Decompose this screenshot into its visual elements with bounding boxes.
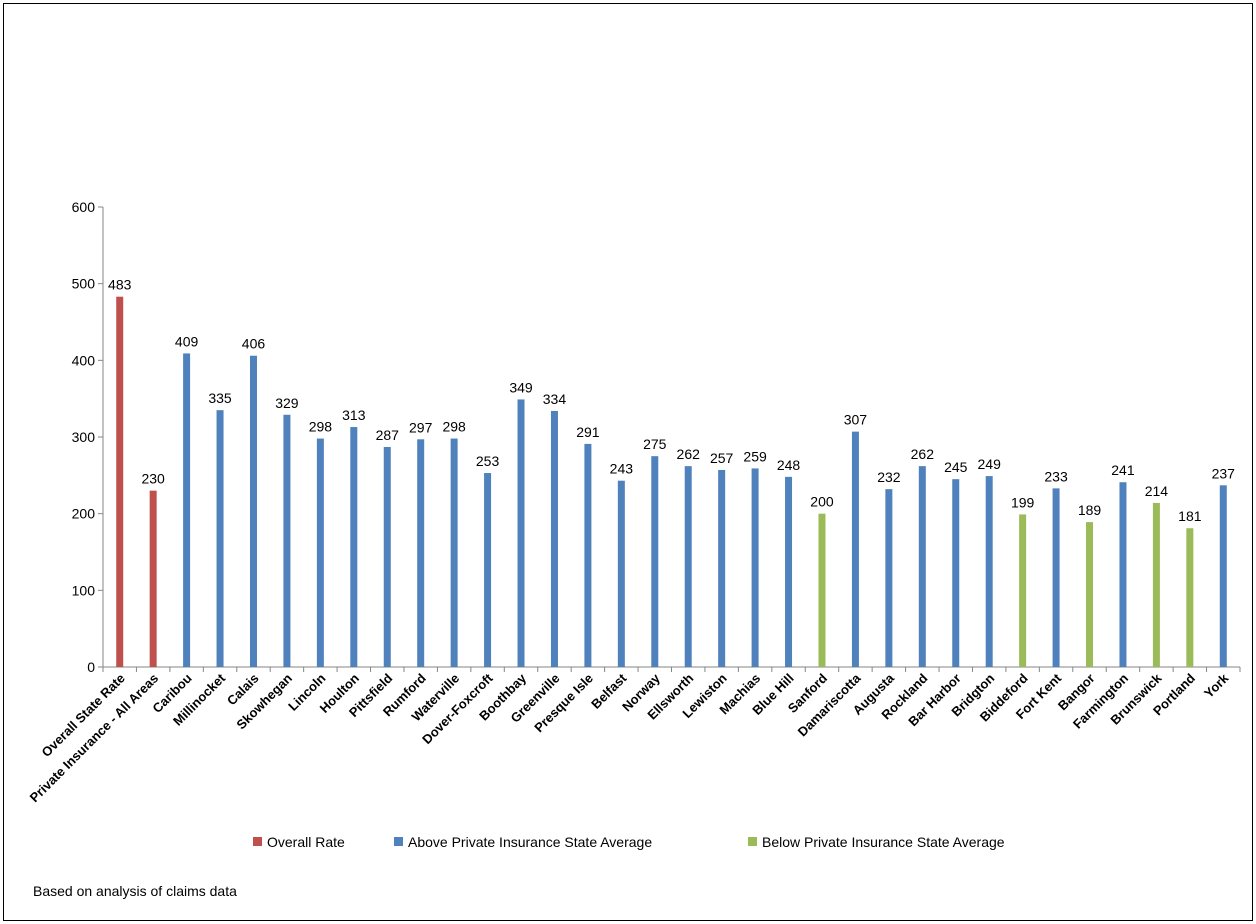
legend-swatch (253, 837, 262, 846)
bar (818, 513, 826, 667)
value-label: 335 (208, 390, 232, 406)
value-label: 329 (275, 395, 299, 411)
value-label: 241 (1111, 462, 1135, 478)
bar (1019, 514, 1027, 667)
value-label: 297 (409, 419, 433, 435)
bar (1219, 485, 1227, 667)
value-label: 237 (1212, 465, 1236, 481)
value-label: 181 (1178, 508, 1202, 524)
value-label: 406 (242, 336, 266, 352)
legend-label: Above Private Insurance State Average (408, 834, 652, 850)
bar (1086, 522, 1094, 667)
bar (249, 355, 257, 667)
legend-label: Overall Rate (267, 834, 345, 850)
bar (651, 456, 659, 667)
value-label: 230 (141, 471, 165, 487)
value-label: 214 (1145, 483, 1169, 499)
footnote: Based on analysis of claims data (33, 883, 237, 899)
bar (450, 438, 458, 667)
y-tick-label: 600 (72, 199, 96, 215)
legend-swatch (394, 837, 403, 846)
bar (149, 490, 157, 667)
bar (952, 479, 960, 667)
bar (1186, 528, 1194, 667)
value-label: 334 (543, 391, 567, 407)
bar (183, 353, 191, 667)
value-label: 259 (743, 448, 767, 464)
legend-label: Below Private Insurance State Average (762, 834, 1005, 850)
value-label: 257 (710, 450, 734, 466)
value-label: 249 (978, 456, 1002, 472)
bar (1052, 488, 1060, 667)
value-label: 243 (610, 461, 634, 477)
y-tick-label: 0 (87, 659, 95, 675)
bar (417, 439, 425, 667)
bar (316, 438, 324, 667)
value-label: 248 (777, 457, 801, 473)
value-label: 349 (509, 379, 533, 395)
bar (216, 410, 224, 667)
y-tick-label: 300 (72, 429, 96, 445)
value-label: 262 (911, 446, 935, 462)
value-label: 262 (677, 446, 701, 462)
value-label: 189 (1078, 502, 1102, 518)
bar (116, 296, 124, 667)
bar (684, 466, 692, 667)
bar (283, 414, 291, 667)
value-label: 298 (442, 419, 466, 435)
bar (885, 489, 893, 667)
value-label: 298 (309, 419, 333, 435)
bar (985, 476, 993, 667)
bar (1152, 502, 1160, 667)
value-label: 307 (844, 412, 868, 428)
value-label: 291 (576, 424, 600, 440)
bar (718, 469, 726, 667)
value-label: 233 (1044, 468, 1068, 484)
bar (550, 410, 558, 667)
bar (617, 480, 625, 667)
value-label: 199 (1011, 494, 1035, 510)
y-tick-label: 200 (72, 506, 96, 522)
legend-swatch (748, 837, 757, 846)
y-tick-label: 500 (72, 276, 96, 292)
bar (751, 468, 759, 667)
y-tick-label: 100 (72, 582, 96, 598)
bar (350, 427, 358, 667)
bar (1119, 482, 1127, 667)
value-label: 287 (376, 427, 400, 443)
bar (517, 399, 525, 667)
bar (785, 476, 793, 667)
bar (383, 446, 391, 667)
value-label: 245 (944, 459, 968, 475)
value-label: 253 (476, 453, 500, 469)
value-label: 232 (877, 469, 901, 485)
value-label: 275 (643, 436, 667, 452)
y-tick-label: 400 (72, 352, 96, 368)
value-label: 200 (810, 494, 834, 510)
value-label: 483 (108, 277, 132, 293)
bar (851, 431, 859, 667)
bar (584, 443, 592, 667)
value-label: 313 (342, 407, 366, 423)
bar (918, 466, 926, 667)
chart-border (3, 3, 1253, 921)
value-label: 409 (175, 333, 199, 349)
bar (484, 473, 492, 667)
